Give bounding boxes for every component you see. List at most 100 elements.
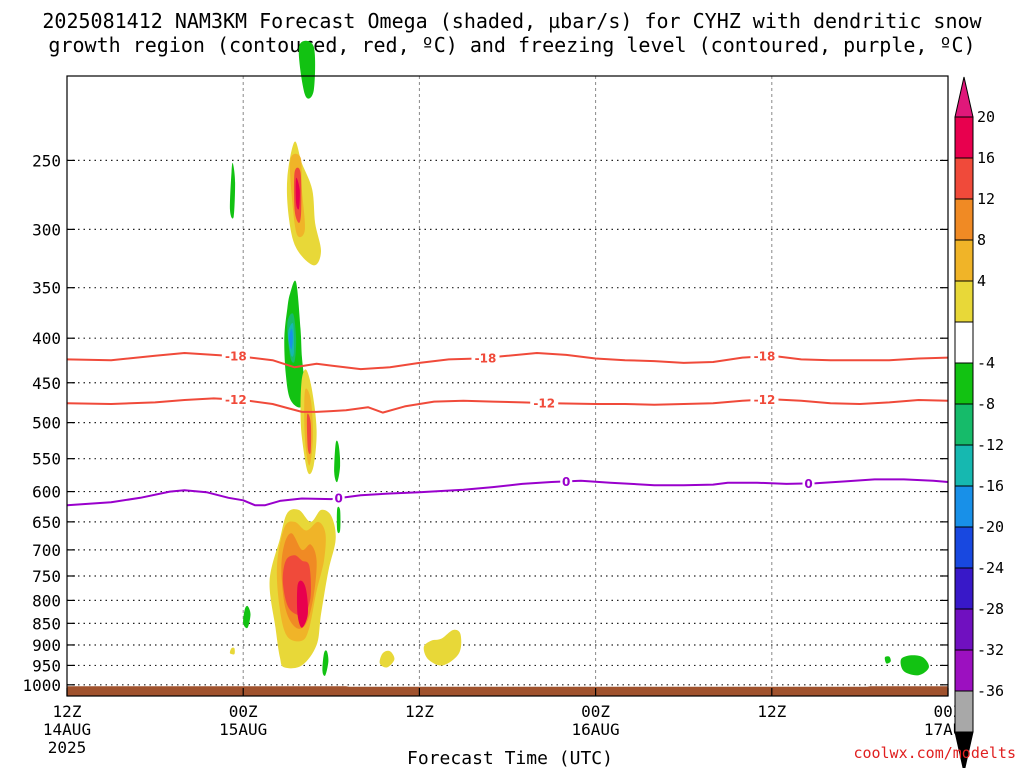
isotherm-label: 0 <box>804 477 812 491</box>
y-tick-label: 1000 <box>22 676 61 695</box>
x-tick-label: 12Z <box>757 702 786 721</box>
chart-title-line-1: 2025081412 NAM3KM Forecast Omega (shaded… <box>42 9 982 33</box>
omega-blob-neg-small <box>298 40 316 99</box>
colorbar-tick-label: -32 <box>977 641 1004 659</box>
omega-blob-pos-small <box>423 629 462 666</box>
x-tick-label: 14AUG <box>43 720 91 739</box>
omega-blob-low-pos <box>296 580 309 628</box>
isotherm-label-bg <box>750 392 779 407</box>
x-tick-label: 15AUG <box>219 720 267 739</box>
isotherm-label: -18 <box>475 351 497 365</box>
chart-title-line-2: growth region (contoured, red, ºC) and f… <box>48 33 975 57</box>
colorbar-tick-label: -8 <box>977 395 995 413</box>
x-tick-label: 16AUG <box>572 720 620 739</box>
colorbar-tick-label: -36 <box>977 682 1004 700</box>
plot-frame <box>66 75 949 697</box>
y-tick-label: 750 <box>32 567 61 586</box>
isotherm-label: -18 <box>225 350 247 364</box>
colorbar-tick-label: -28 <box>977 600 1004 618</box>
colorbar-tick-label: 16 <box>977 149 995 167</box>
isotherm-line <box>66 397 949 414</box>
omega-blob-pos-small <box>379 650 395 668</box>
y-tick-label: 850 <box>32 614 61 633</box>
y-tick-label: 300 <box>32 220 61 239</box>
isotherm-contours <box>66 352 949 507</box>
colorbar-swatch <box>954 321 974 364</box>
isotherm-line <box>66 478 949 507</box>
colorbar-swatch <box>954 690 974 733</box>
isotherm-labels: -18 -18 -18 -12 -12 -12 0 0 0 <box>221 349 815 506</box>
omega-blob-neg-small <box>243 605 251 629</box>
omega-blob-neg-small <box>336 506 341 534</box>
y-tick-label: 800 <box>32 591 61 610</box>
x-tick-label: 00Z <box>229 702 258 721</box>
y-tick-label: 350 <box>32 279 61 298</box>
isotherm-label: -12 <box>225 393 247 407</box>
colorbar-swatch <box>954 608 974 651</box>
colorbar-swatch <box>954 157 974 200</box>
colorbar-tick-label: -24 <box>977 559 1004 577</box>
omega-blob-neg-small <box>322 650 329 676</box>
y-tick-label: 700 <box>32 541 61 560</box>
x-tick-label: 12Z <box>53 702 82 721</box>
colorbar-tick-label: 8 <box>977 231 986 249</box>
isotherm-label: 0 <box>334 492 342 506</box>
y-tick-label: 550 <box>32 450 61 469</box>
colorbar-swatch <box>954 444 974 487</box>
gridlines <box>67 76 948 696</box>
isotherm-label: -18 <box>754 350 776 364</box>
omega-blob-neg-small <box>334 440 341 483</box>
y-tick-label: 900 <box>32 636 61 655</box>
x-tick-label: 12Z <box>405 702 434 721</box>
y-axis-ticks: 250 300 350 400 450 500 550 600 650 700 750 800 850 9… <box>22 151 948 695</box>
colorbar-tick-label: -16 <box>977 477 1004 495</box>
colorbar: 20 16 12 8 4 -4 -8 -12 -16 -20 -24 -28 -32 -36 <box>954 76 1004 768</box>
colorbar-swatch <box>954 116 974 159</box>
omega-blob-pos-small <box>229 647 235 655</box>
isotherm-label-bg <box>802 476 815 491</box>
isotherm-label: -12 <box>754 393 776 407</box>
colorbar-bottom-arrow <box>954 731 974 768</box>
colorbar-swatch <box>954 649 974 692</box>
y-tick-label: 500 <box>32 414 61 433</box>
y-tick-label: 600 <box>32 483 61 502</box>
y-tick-label: 400 <box>32 329 61 348</box>
ground-fill <box>67 686 948 696</box>
colorbar-tick-label: 12 <box>977 190 995 208</box>
omega-blob-mid-pos <box>306 413 312 455</box>
omega-blob-upper-pos <box>295 177 300 210</box>
omega-blob-neg-small <box>884 656 891 664</box>
isotherm-label-bg <box>332 491 345 506</box>
credit-text: coolwx.com/modelts <box>853 744 1016 762</box>
colorbar-tick-label: -12 <box>977 436 1004 454</box>
y-tick-label: 950 <box>32 656 61 675</box>
omega-blob-neg-small <box>900 655 929 676</box>
isotherm-label-bg <box>750 349 779 364</box>
colorbar-swatch <box>954 485 974 528</box>
colorbar-tick-label: 4 <box>977 272 986 290</box>
y-tick-label: 650 <box>32 513 61 532</box>
colorbar-swatch <box>954 567 974 610</box>
omega-blob-mid-neg <box>289 328 293 350</box>
y-tick-label: 450 <box>32 374 61 393</box>
isotherm-label-bg <box>530 396 559 411</box>
colorbar-swatch <box>954 362 974 405</box>
isotherm-label-bg <box>221 349 250 364</box>
omega-blob-neg-small <box>229 162 236 219</box>
x-tick-label: 2025 <box>48 738 87 757</box>
isotherm-label-bg <box>471 350 500 365</box>
isotherm-line <box>66 352 949 371</box>
colorbar-tick-label: -4 <box>977 354 995 372</box>
omega-shading <box>229 40 929 676</box>
colorbar-swatch <box>954 198 974 241</box>
isotherm-label-bg <box>221 392 250 407</box>
isotherm-label-bg <box>560 474 573 489</box>
x-axis-label: Forecast Time (UTC) <box>407 748 613 768</box>
colorbar-swatch <box>954 403 974 446</box>
colorbar-swatch <box>954 526 974 569</box>
colorbar-tick-label: 20 <box>977 108 995 126</box>
colorbar-tick-label: -20 <box>977 518 1004 536</box>
colorbar-top-arrow <box>954 76 974 118</box>
